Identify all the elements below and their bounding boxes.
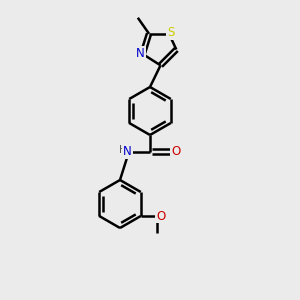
Text: N: N xyxy=(136,47,145,60)
Text: N: N xyxy=(123,145,132,158)
Text: O: O xyxy=(171,145,180,158)
Text: O: O xyxy=(156,209,166,223)
Text: H: H xyxy=(118,145,126,155)
Text: S: S xyxy=(167,26,175,39)
